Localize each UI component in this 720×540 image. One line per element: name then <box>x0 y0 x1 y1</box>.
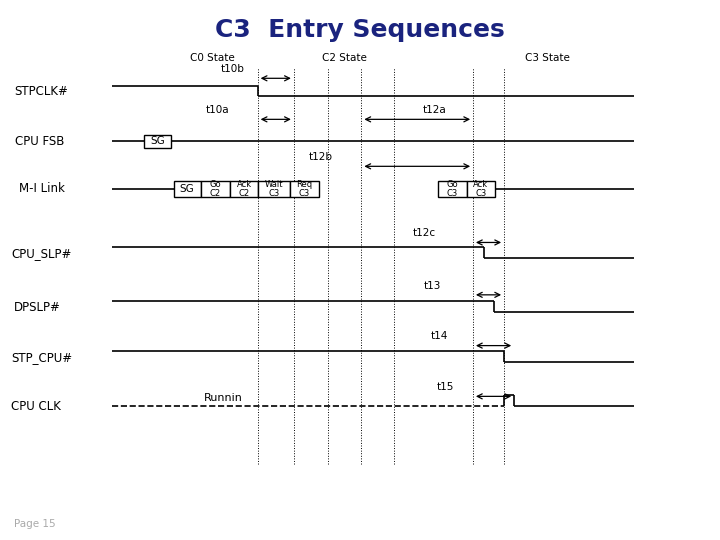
Text: Wait
C3: Wait C3 <box>265 180 284 198</box>
FancyBboxPatch shape <box>201 181 230 197</box>
Text: CPU_SLP#: CPU_SLP# <box>12 247 72 260</box>
Text: Go
C3: Go C3 <box>446 180 458 198</box>
Text: Ack
C3: Ack C3 <box>473 180 489 198</box>
Text: SG: SG <box>180 184 194 194</box>
Text: t10a: t10a <box>205 105 229 115</box>
Text: t10b: t10b <box>221 64 245 74</box>
Text: CPU FSB: CPU FSB <box>15 135 65 148</box>
Text: CPU CLK: CPU CLK <box>12 400 61 413</box>
FancyBboxPatch shape <box>467 181 495 197</box>
FancyBboxPatch shape <box>258 181 290 197</box>
Text: C2 State: C2 State <box>322 53 366 63</box>
Text: t13: t13 <box>424 280 441 291</box>
Text: t12b: t12b <box>309 152 333 162</box>
Text: Go
C2: Go C2 <box>210 180 221 198</box>
FancyBboxPatch shape <box>230 181 258 197</box>
Text: C3  Entry Sequences: C3 Entry Sequences <box>215 18 505 42</box>
FancyBboxPatch shape <box>174 181 201 197</box>
Text: SG: SG <box>150 137 165 146</box>
Text: Req
C3: Req C3 <box>297 180 312 198</box>
Text: STPCLK#: STPCLK# <box>14 85 68 98</box>
Text: DPSLP#: DPSLP# <box>14 301 61 314</box>
FancyBboxPatch shape <box>438 181 467 197</box>
Text: STP_CPU#: STP_CPU# <box>11 351 72 364</box>
Text: Ack
C2: Ack C2 <box>236 180 252 198</box>
Text: t12a: t12a <box>423 105 446 115</box>
Text: C3 State: C3 State <box>525 53 570 63</box>
Text: M-I Link: M-I Link <box>19 183 65 195</box>
Text: t14: t14 <box>431 331 448 341</box>
Text: t12c: t12c <box>413 228 436 238</box>
Text: t15: t15 <box>436 382 454 392</box>
FancyBboxPatch shape <box>144 135 171 148</box>
Text: C0 State: C0 State <box>190 53 235 63</box>
Text: Runnin: Runnin <box>204 393 243 403</box>
Text: Page 15: Page 15 <box>14 519 56 529</box>
FancyBboxPatch shape <box>290 181 319 197</box>
